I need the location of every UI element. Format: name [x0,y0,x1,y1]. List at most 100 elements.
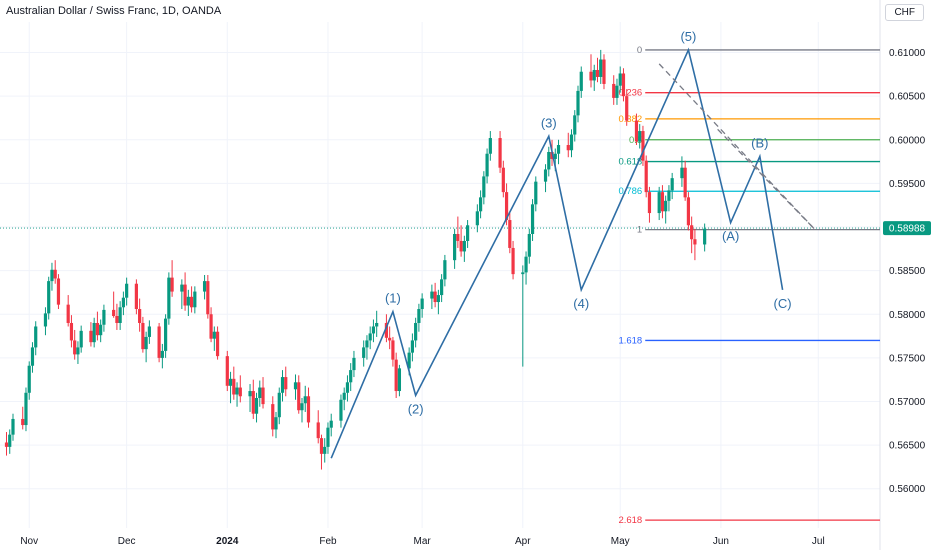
price-tick-label: 0.58500 [889,266,926,277]
candle-body [589,71,593,81]
candle-body [92,322,96,343]
candle-body [362,347,366,358]
candle-body [521,272,525,275]
price-tick-label: 0.60500 [889,92,926,103]
candle [625,89,629,126]
candle [167,272,171,325]
price-tick-label: 0.59500 [889,179,926,190]
candle-body [414,322,418,341]
candle-body [443,260,447,280]
candle-body [66,304,70,323]
candle [92,317,96,348]
candle-body [73,340,77,355]
candle [456,216,460,248]
candle-body [485,153,489,177]
candle-body [141,322,145,350]
chart-title: Australian Dollar / Swiss Franc, 1D, OAN… [6,5,222,17]
candle [566,132,570,158]
candle [345,375,350,402]
candle-body [475,211,479,226]
candle [388,326,392,350]
candle [215,326,220,360]
candle [274,411,278,439]
candle [225,350,229,392]
candle [462,235,466,262]
candle [599,49,603,84]
candle [589,54,593,88]
candle-body [258,387,262,399]
candle-body [339,399,343,421]
candle [556,139,561,165]
candles [4,49,707,470]
candle [615,78,619,105]
candle-body [511,247,515,275]
time-tick-label: Feb [319,536,337,547]
candle [157,322,161,363]
trend-line [658,63,816,231]
candle-body [534,181,538,205]
candle [478,190,483,219]
candle-body [277,392,281,418]
fib-label: 2.618 [618,515,642,526]
candle-body [638,131,642,142]
candle-body [456,233,460,241]
candle [115,303,119,330]
candle [342,387,346,411]
candle [420,293,424,318]
candle-body [530,204,535,234]
candle [397,364,402,397]
price-tick-label: 0.57000 [889,397,926,408]
candle [391,336,395,367]
candle-body [453,233,457,261]
time-axis[interactable]: Nov Dec 2024 Feb Mar Apr May Jun Jul [20,536,824,547]
wave-label: (C) [774,296,792,311]
candle [410,333,414,362]
candle-body [667,190,671,201]
candle [66,295,70,327]
candle-body [482,176,486,198]
elliott-waves: (1) (2) (3) (4) (5) (A) (B) (C) [330,29,816,459]
candle [69,315,74,348]
candle [660,185,665,219]
candle [212,326,216,351]
time-tick-label: Mar [414,536,432,547]
currency-button[interactable]: CHF [885,4,924,21]
candle [547,146,551,177]
candle [430,284,434,310]
wave-label: (2) [408,401,424,416]
candle [121,291,125,316]
candle [235,382,239,407]
candle-body [138,309,142,323]
candle-body [365,340,369,348]
candle-body [573,115,577,135]
trend-line [717,128,816,231]
candle-body [440,279,444,296]
candle-body [436,295,440,303]
candle-body [595,69,600,77]
candle-body [527,233,531,257]
candle-body [417,309,421,323]
candle-body [193,291,197,308]
candle [573,110,577,142]
candle-body [21,418,25,426]
price-tick-label: 0.57500 [889,353,926,364]
candle [271,396,275,437]
candle-body [433,291,437,303]
candle [134,279,138,315]
candle [53,260,57,284]
candle [501,160,505,198]
candle-body [24,392,28,426]
candle [118,301,122,330]
candle-body [352,357,356,371]
candle [543,164,548,193]
candle [475,204,479,233]
candle-body [180,284,184,292]
price-axis[interactable]: 0.610000.605000.600000.595000.590000.585… [883,48,931,495]
fib-label: 0.786 [618,186,642,197]
candle-body [602,59,606,84]
candle [339,394,343,428]
candle [453,228,457,269]
candle [664,195,668,224]
candle-body [615,85,619,98]
